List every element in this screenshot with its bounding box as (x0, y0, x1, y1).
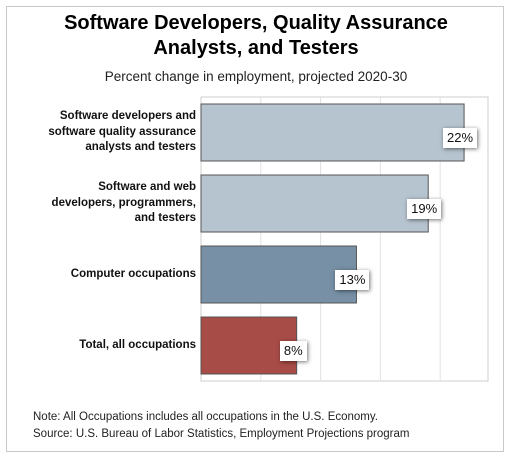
category-label-line: and testers (134, 212, 196, 225)
data-label: 8% (279, 340, 307, 361)
bar (200, 174, 429, 233)
category-label-line: Total, all occupations (79, 338, 196, 351)
chart-title: Software Developers, Quality Assurance A… (0, 11, 512, 61)
category-label-line: developers, programmers, (51, 196, 196, 209)
category-label-line: Computer occupations (70, 267, 196, 280)
chart-title-line-2: Analysts, and Testers (153, 37, 359, 59)
category-label: Computer occupations (10, 267, 196, 283)
category-label-line: software quality assurance (48, 125, 196, 138)
category-label-line: Software developers and (59, 110, 196, 123)
chart-notes: Note: All Occupations includes all occup… (33, 409, 409, 443)
source-text: Source: U.S. Bureau of Labor Statistics,… (33, 428, 410, 440)
category-label-line: analysts and testers (85, 141, 196, 154)
category-label: Total, all occupations (10, 338, 196, 354)
category-label-line: Software and web (98, 181, 196, 194)
note-text: Note: All Occupations includes all occup… (33, 411, 378, 423)
category-label: Software and web developers, programmers,… (10, 180, 196, 227)
data-label: 19% (407, 198, 442, 219)
bar (200, 245, 357, 304)
category-label: Software developers and software quality … (10, 109, 196, 156)
chart-title-line-1: Software Developers, Quality Assurance (64, 12, 448, 34)
chart-subtitle: Percent change in employment, projected … (104, 69, 408, 84)
data-label: 22% (443, 127, 478, 148)
bar (200, 103, 465, 162)
data-label: 13% (335, 269, 370, 290)
